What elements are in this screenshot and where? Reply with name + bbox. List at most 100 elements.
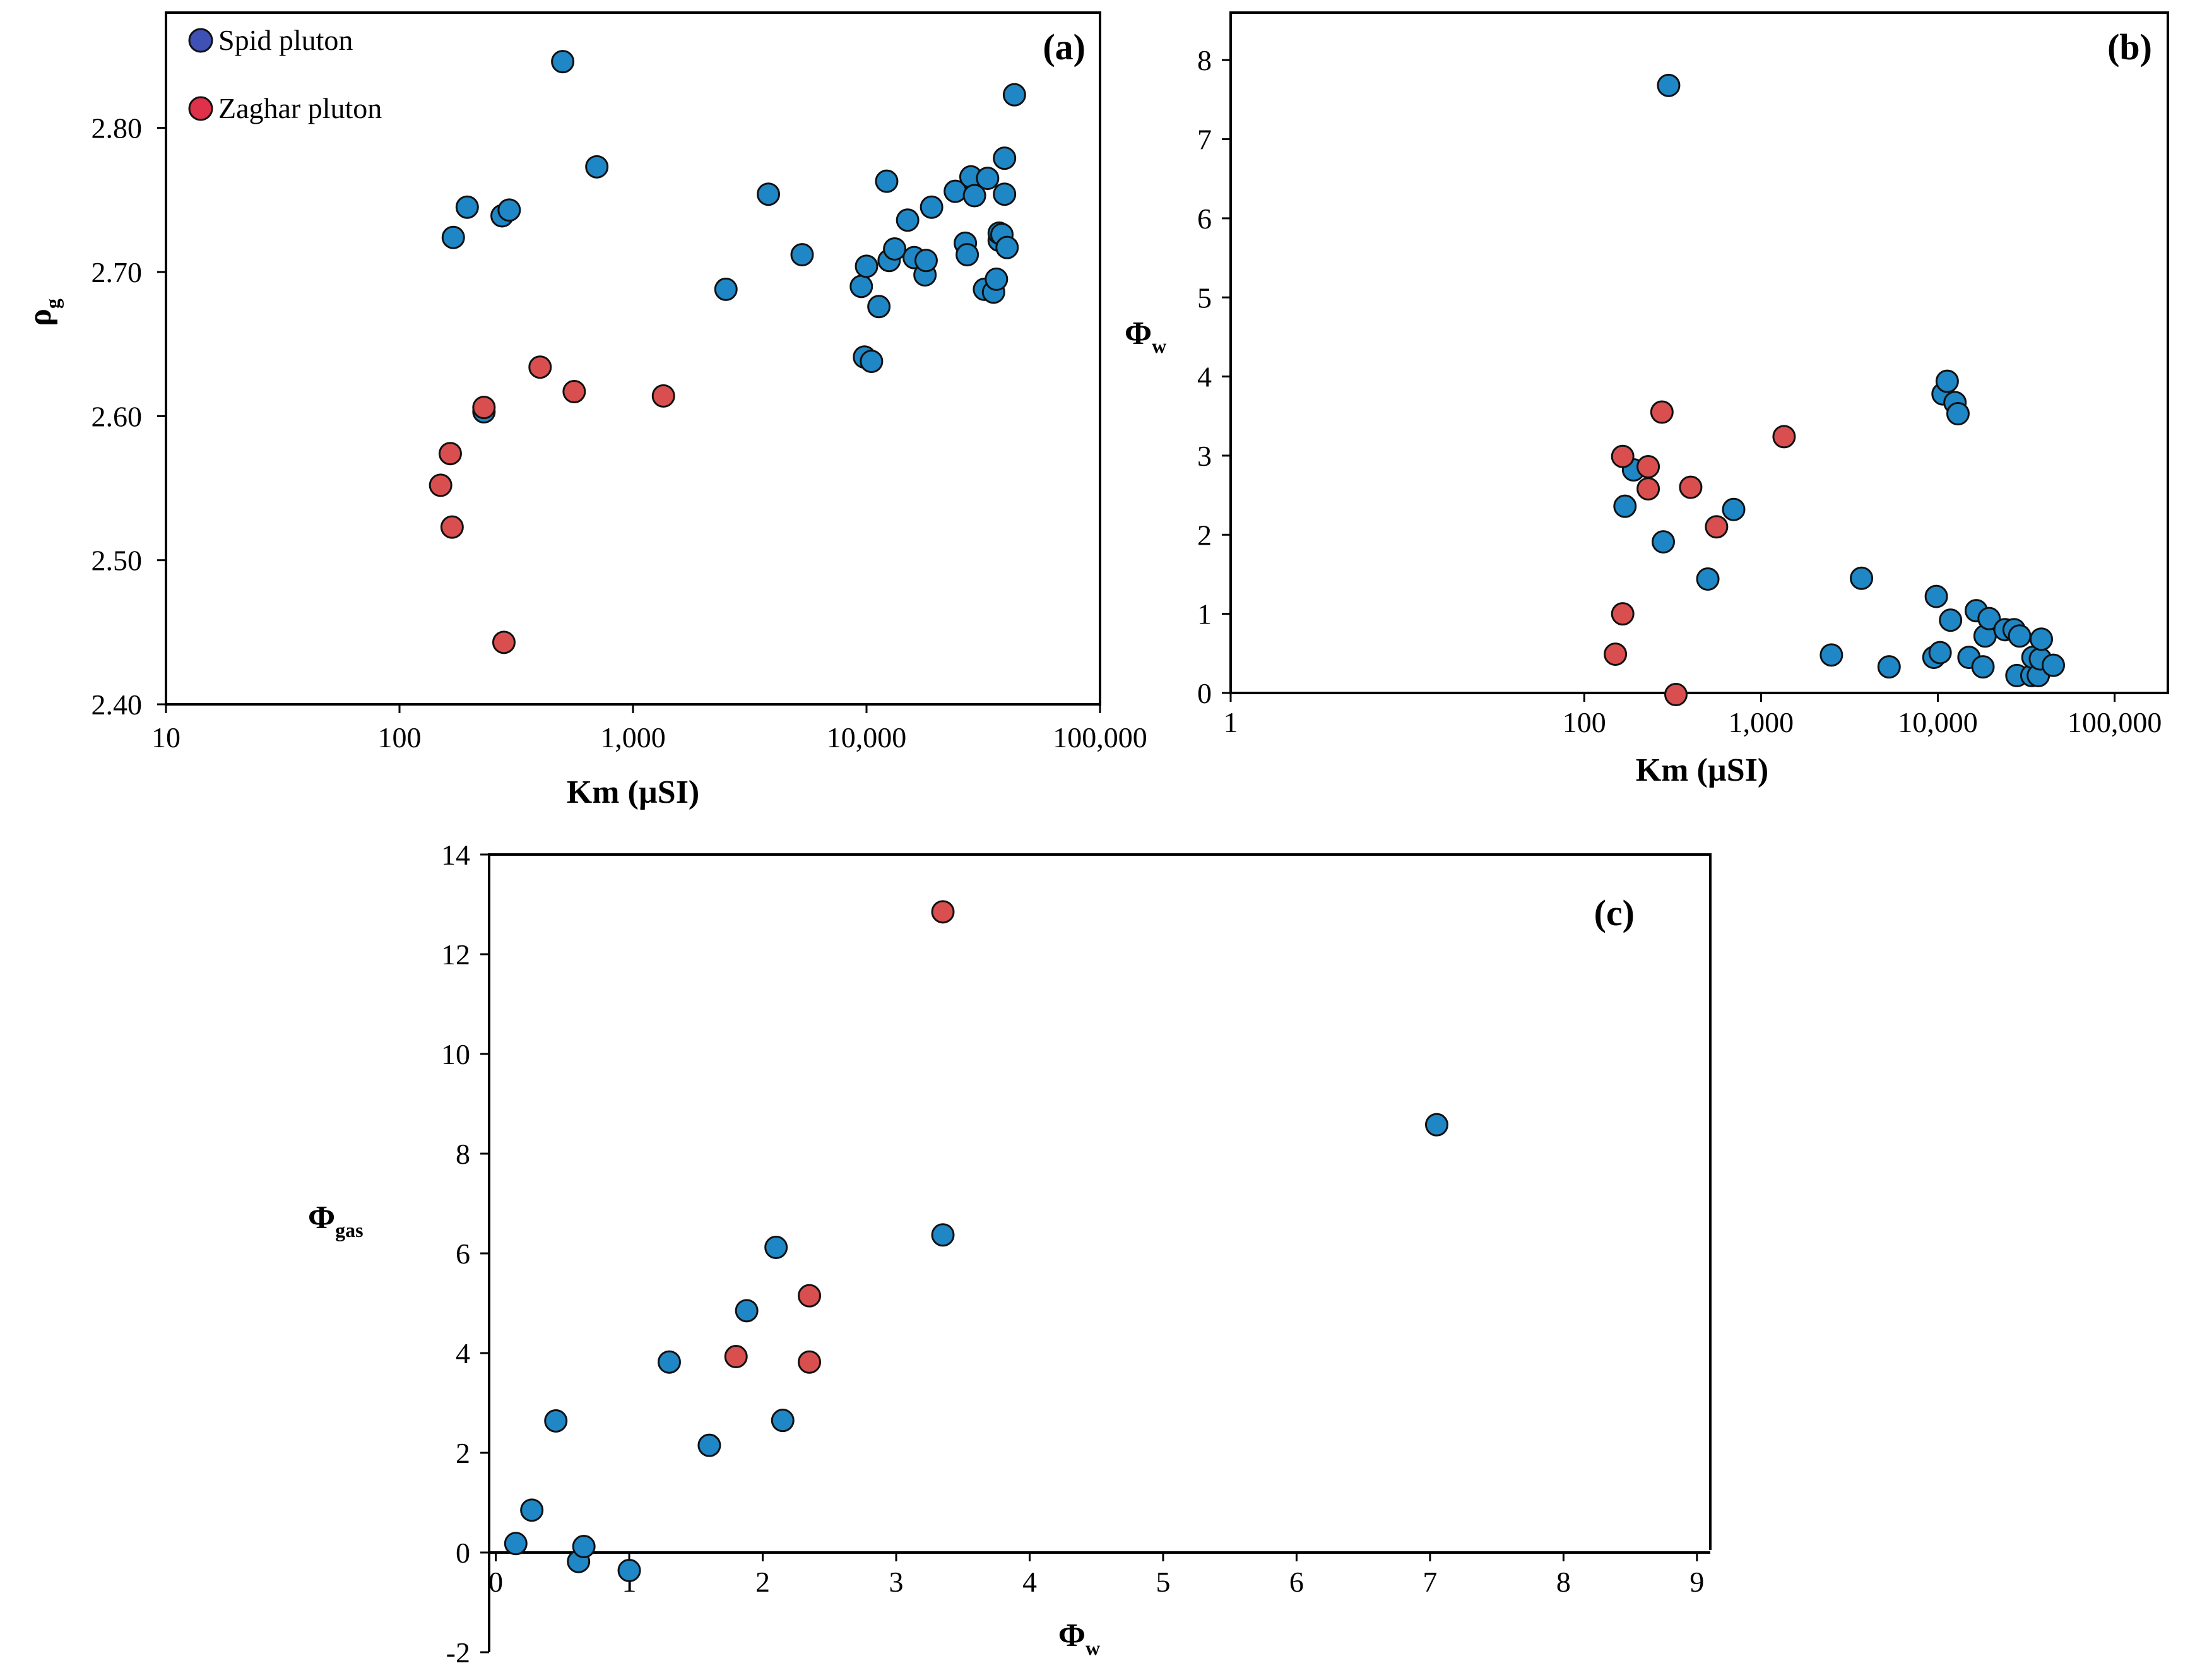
legend-marker-spid	[188, 28, 213, 53]
legend-label-zaghar: Zaghar pluton	[218, 92, 382, 124]
panel-a: 10 100 1,000 10,000 100,000 2.40 2.50 2.60 2.70 2…	[22, 11, 1147, 810]
point-c-zaghar-0	[724, 1345, 748, 1369]
point-a-spid-25	[956, 243, 979, 267]
point-a-spid-11	[855, 254, 879, 278]
point-a-spid-15	[875, 169, 899, 193]
x-tick-label-b-0: 1	[1224, 706, 1238, 738]
point-a-zaghar-0	[429, 473, 453, 497]
x-axis-title-b: Km (µSI)	[1636, 752, 1769, 788]
x-tick-label-b-3: 10,000	[1898, 706, 1978, 738]
y-tick-label-b-1: 1	[1197, 598, 1212, 630]
point-b-spid-21	[1977, 606, 2001, 630]
y-axis-title-c: Φgas	[308, 1200, 364, 1241]
point-a-spid-8	[757, 182, 781, 206]
point-b-spid-19	[1971, 655, 1995, 679]
point-a-zaghar-1	[438, 442, 462, 466]
point-c-spid-7	[697, 1433, 721, 1457]
point-c-spid-2	[544, 1409, 568, 1433]
point-a-zaghar-5	[528, 355, 552, 379]
y-tick-label-b-4: 4	[1197, 361, 1212, 393]
point-a-spid-7	[714, 277, 738, 301]
point-b-zaghar-0	[1604, 642, 1628, 666]
point-a-spid-10	[849, 275, 873, 299]
y-tick-label-b-0: 0	[1197, 677, 1212, 709]
point-b-spid-5	[1722, 497, 1746, 521]
point-b-spid-6	[1819, 643, 1843, 667]
point-c-zaghar-2	[798, 1350, 822, 1374]
points-b	[1604, 73, 2066, 707]
point-a-spid-5	[551, 50, 575, 74]
point-b-zaghar-9	[1772, 425, 1796, 449]
point-b-spid-13	[1935, 369, 1959, 393]
y-tick-label-c-6: 10	[441, 1038, 470, 1070]
point-a-spid-29	[976, 167, 1000, 191]
point-b-zaghar-3	[1636, 455, 1660, 479]
y-tick-label-c-4: 6	[456, 1238, 470, 1270]
y-tick-label-a-1: 2.50	[92, 545, 143, 577]
y-tick-label-c-5: 8	[456, 1138, 470, 1170]
y-tick-label-c-8: 14	[441, 839, 470, 871]
x-tick-label-c-5: 5	[1156, 1566, 1170, 1598]
point-c-spid-6	[657, 1350, 681, 1374]
y-axis-title-a-sub: g	[41, 299, 64, 309]
point-c-spid-10	[771, 1409, 795, 1433]
points-a	[429, 50, 1026, 654]
point-a-spid-18	[896, 208, 920, 232]
y-tick-label-b-3: 3	[1197, 440, 1212, 472]
point-a-spid-35	[993, 182, 1017, 206]
point-a-spid-14	[867, 295, 891, 319]
x-tick-label-a-1: 100	[378, 721, 422, 754]
point-c-zaghar-3	[931, 900, 955, 924]
y-tick-label-a-3: 2.70	[92, 256, 143, 288]
point-b-spid-3	[1652, 530, 1676, 554]
plot-frame-c	[488, 853, 1712, 1652]
point-b-zaghar-6	[1664, 683, 1688, 707]
point-c-spid-5	[617, 1558, 641, 1582]
point-b-spid-16	[1946, 402, 1970, 426]
x-tick-label-c-3: 3	[889, 1566, 904, 1598]
point-a-zaghar-2	[440, 515, 464, 539]
y-tick-label-b-2: 2	[1197, 519, 1212, 551]
point-a-spid-17	[883, 237, 907, 261]
point-a-spid-22	[920, 195, 944, 219]
point-b-spid-14	[1939, 608, 1963, 632]
x-tick-label-a-2: 1,000	[600, 721, 666, 754]
y-tick-label-b-7: 7	[1197, 124, 1212, 156]
point-a-spid-36	[993, 146, 1017, 170]
point-a-zaghar-4	[492, 630, 516, 654]
point-b-spid-0	[1657, 73, 1681, 97]
point-b-zaghar-1	[1611, 602, 1635, 626]
point-b-spid-4	[1696, 567, 1720, 591]
svg-text:ρg: ρg	[22, 299, 64, 326]
x-tick-label-b-2: 1,000	[1729, 706, 1794, 738]
plot-frame-b	[1229, 11, 2169, 694]
y-axis-title-c-main: Φ	[308, 1200, 335, 1236]
point-c-spid-1	[520, 1498, 544, 1522]
point-c-spid-0	[504, 1532, 528, 1556]
y-tick-label-c-7: 12	[441, 938, 470, 971]
point-b-zaghar-4	[1636, 477, 1660, 501]
point-a-spid-0	[441, 225, 465, 249]
x-tick-label-a-3: 10,000	[827, 721, 907, 754]
x-axis-title-c-sub: w	[1086, 1636, 1100, 1659]
x-tick-label-c-2: 2	[755, 1566, 770, 1598]
x-tick-label-c-6: 6	[1289, 1566, 1304, 1598]
point-a-spid-27	[962, 184, 986, 208]
legend-marker-zaghar	[188, 96, 213, 121]
y-tick-label-c-1: 0	[456, 1537, 470, 1569]
x-tick-label-c-0: 0	[488, 1566, 503, 1598]
x-tick-label-b-1: 100	[1563, 706, 1606, 738]
x-axis-title-c: Φw	[1058, 1618, 1100, 1659]
point-b-zaghar-2	[1611, 444, 1635, 468]
point-b-spid-8	[1877, 655, 1901, 679]
y-tick-label-b-8: 8	[1197, 44, 1212, 76]
y-axis-title-a: ρg	[22, 299, 64, 326]
point-b-spid-30	[2030, 627, 2054, 651]
point-c-spid-9	[764, 1236, 788, 1260]
point-a-spid-9	[790, 243, 814, 267]
